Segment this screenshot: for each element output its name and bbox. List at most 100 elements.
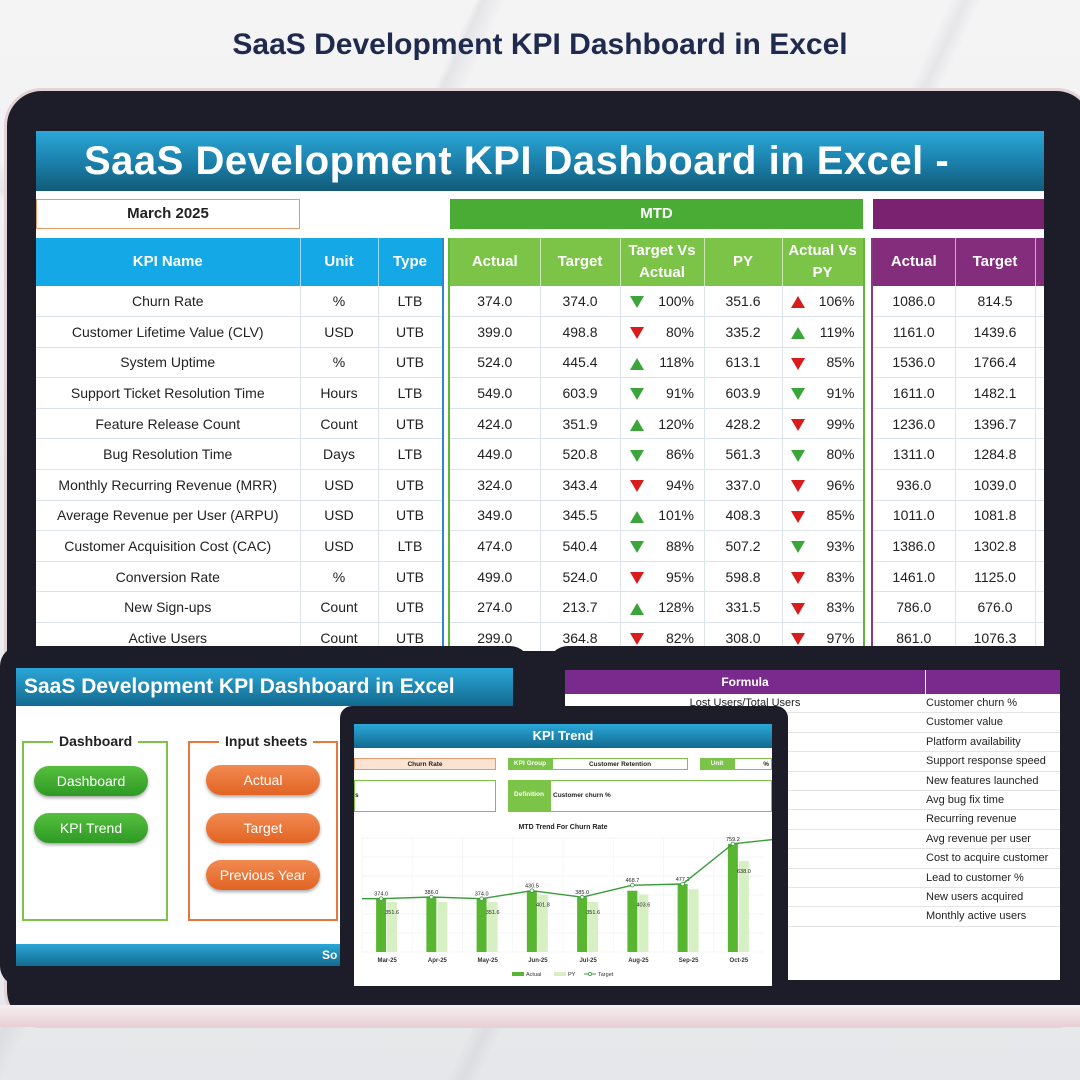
kpi-trend-button[interactable]: KPI Trend bbox=[34, 813, 148, 843]
type-cell: UTB bbox=[378, 347, 443, 379]
legend-swatch-target-dot bbox=[587, 971, 592, 976]
ytd-target-cell: 814.5 bbox=[955, 286, 1036, 318]
target-vs-actual-cell: 128% bbox=[620, 591, 705, 624]
ytd-row: 1536.0 1766.4 bbox=[873, 347, 1044, 379]
ytd-row: 1461.0 1125.0 bbox=[873, 561, 1044, 593]
kpi-row: Conversion Rate % UTB bbox=[36, 561, 443, 593]
definition-text: Avg revenue per user bbox=[926, 832, 1031, 845]
col-ytd-target: Target bbox=[955, 238, 1036, 286]
actual-vs-py-cell: 85% bbox=[782, 347, 864, 379]
ytd-header bbox=[873, 199, 1044, 229]
kpi-group-label: KPI Group bbox=[508, 758, 552, 770]
definition-text: Monthly active users bbox=[926, 910, 1027, 923]
mtd-row: 474.0 540.4 88% 507.2 93% bbox=[450, 530, 864, 562]
unit-cell: % bbox=[300, 561, 379, 593]
type-cell: UTB bbox=[378, 561, 443, 593]
target-cell: 343.4 bbox=[540, 469, 621, 501]
kpi-row: Customer Lifetime Value (CLV) USD UTB bbox=[36, 316, 443, 348]
target-cell: 520.8 bbox=[540, 438, 621, 471]
definition-text: Customer churn % bbox=[926, 697, 1018, 709]
target-button[interactable]: Target bbox=[206, 813, 320, 843]
definition-value: Customer churn % bbox=[550, 780, 772, 812]
target-cell: 540.4 bbox=[540, 530, 621, 562]
dashboard-button[interactable]: Dashboard bbox=[34, 766, 148, 796]
arrow-up-icon bbox=[790, 327, 805, 340]
data-label: 468.7 bbox=[625, 878, 639, 884]
kpi-name-cell: Churn Rate bbox=[36, 286, 301, 318]
kpi-name-cell: Customer Acquisition Cost (CAC) bbox=[36, 530, 301, 562]
kpi-row: Churn Rate % LTB bbox=[36, 286, 443, 318]
unit-cell: Days bbox=[300, 438, 379, 471]
py-cell: 408.3 bbox=[704, 500, 783, 532]
actual-cell: 549.0 bbox=[450, 377, 541, 409]
target-point bbox=[529, 888, 535, 893]
py-bar bbox=[437, 901, 448, 952]
trend-chart: 374.0 351.6 Mar-25 386.0 Apr-25 374.0 351.6 May… bbox=[361, 837, 772, 978]
previous-year-button[interactable]: Previous Year bbox=[206, 860, 320, 890]
actual-vs-py-cell: 93% bbox=[782, 530, 864, 562]
arrow-down-icon bbox=[790, 571, 805, 584]
ytd-row: 1011.0 1081.8 bbox=[873, 500, 1044, 532]
ytd-actual-cell: 1086.0 bbox=[873, 286, 956, 318]
target-cell: 524.0 bbox=[540, 561, 621, 593]
actual-cell: 274.0 bbox=[450, 591, 541, 624]
arrow-down-icon bbox=[630, 633, 644, 646]
py-bar bbox=[387, 901, 398, 952]
actual-vs-py-cell: 80% bbox=[782, 438, 864, 471]
arrow-down-icon bbox=[790, 633, 805, 646]
ytd-actual-cell: 786.0 bbox=[873, 591, 956, 624]
kpi-row: Customer Acquisition Cost (CAC) USD LTB bbox=[36, 530, 443, 562]
ytd-row: 786.0 676.0 bbox=[873, 591, 1044, 624]
kpi-name-cell: Support Ticket Resolution Time bbox=[36, 377, 301, 409]
ytd-target-cell: 1081.8 bbox=[955, 500, 1036, 532]
legend-py: PY bbox=[568, 972, 576, 978]
actual-bar bbox=[677, 883, 688, 952]
actual-bar bbox=[627, 890, 638, 952]
mtd-row: 499.0 524.0 95% 598.8 83% bbox=[450, 561, 864, 593]
col-actual-vs-py: Actual Vs PY bbox=[782, 238, 864, 286]
data-label: 374.0 bbox=[475, 892, 489, 898]
type-cell: UTB bbox=[378, 500, 443, 532]
actual-cell: 499.0 bbox=[450, 561, 541, 593]
unit-cell: Count bbox=[300, 408, 379, 440]
arrow-up-icon bbox=[630, 510, 644, 523]
data-label: 374.0 bbox=[374, 892, 388, 898]
target-point bbox=[378, 896, 384, 901]
laptop-base bbox=[0, 1005, 1080, 1027]
target-cell: 445.4 bbox=[540, 347, 621, 379]
target-line bbox=[362, 838, 772, 900]
legend-actual: Actual bbox=[526, 972, 541, 978]
month-selector[interactable]: March 2025 bbox=[36, 199, 300, 229]
kpi-row: Monthly Recurring Revenue (MRR) USD UTB bbox=[36, 469, 443, 501]
data-label: 351.6 bbox=[385, 910, 399, 916]
py-cell: 561.3 bbox=[704, 438, 783, 471]
actual-bar bbox=[577, 897, 588, 952]
ytd-actual-cell: 936.0 bbox=[873, 469, 956, 501]
py-bar bbox=[738, 861, 749, 952]
arrow-down-icon bbox=[790, 480, 805, 493]
target-vs-actual-cell: 94% bbox=[620, 469, 705, 501]
formula-row: Customer value bbox=[565, 713, 1060, 733]
unit-cell: % bbox=[300, 347, 379, 379]
target-point bbox=[479, 896, 484, 901]
data-label: 638.0 bbox=[737, 869, 751, 875]
unit-cell: USD bbox=[300, 500, 379, 532]
trend-kpi-name[interactable]: Churn Rate bbox=[354, 758, 496, 770]
data-label: 351.6 bbox=[586, 910, 600, 916]
formula-row: Recurring revenue bbox=[565, 810, 1060, 830]
target-point bbox=[680, 881, 685, 887]
target-cell: 603.9 bbox=[540, 377, 621, 409]
formula-row: Support response speed bbox=[565, 752, 1060, 772]
actual-bar bbox=[727, 843, 738, 952]
kpi-name-cell: Customer Lifetime Value (CLV) bbox=[36, 316, 301, 348]
ytd-actual-cell: 1536.0 bbox=[873, 347, 956, 379]
mtd-row: 374.0 374.0 100% 351.6 106% bbox=[450, 286, 864, 318]
x-tick-label: Aug-25 bbox=[628, 958, 649, 964]
ytd-actual-cell: 1386.0 bbox=[873, 530, 956, 562]
unit-label: Unit bbox=[700, 758, 734, 770]
definition-text: Support response speed bbox=[926, 755, 1046, 768]
type-cell: LTB bbox=[378, 286, 443, 318]
definition-text: Recurring revenue bbox=[926, 813, 1017, 826]
ytd-actual-cell: 1611.0 bbox=[873, 377, 956, 409]
actual-button[interactable]: Actual bbox=[206, 765, 320, 795]
